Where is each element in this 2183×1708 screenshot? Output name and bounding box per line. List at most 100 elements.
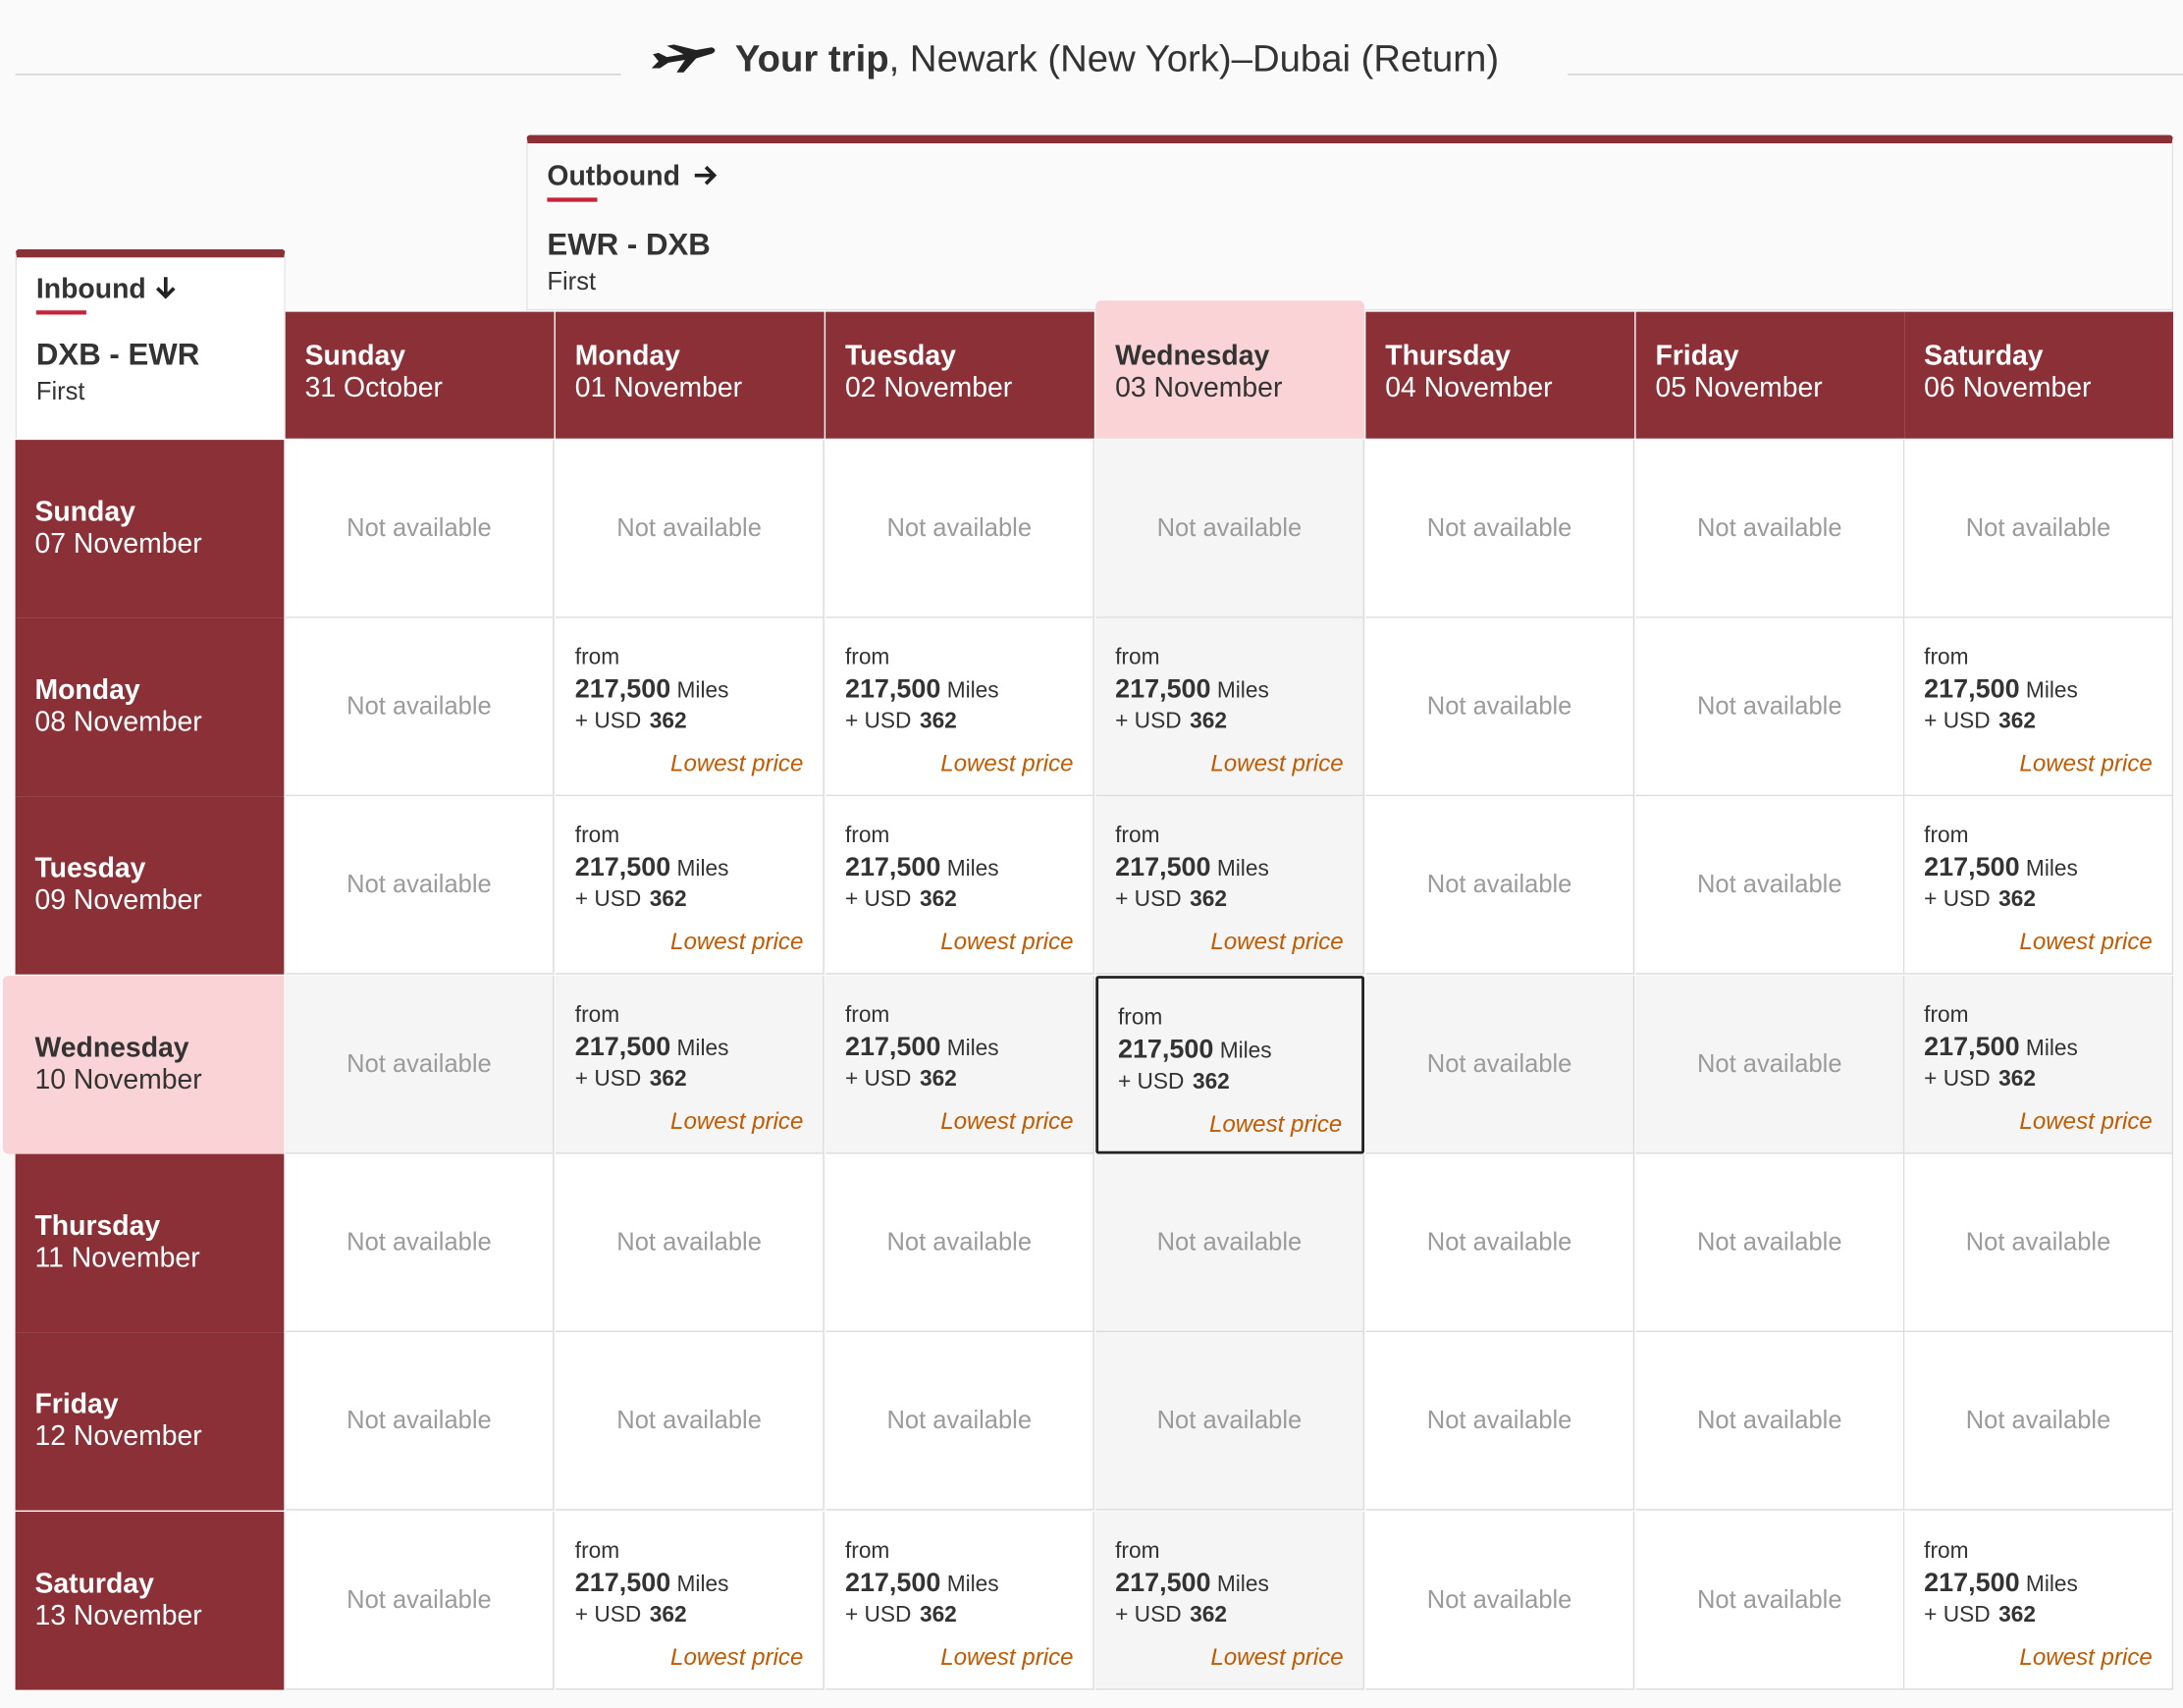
fare-cell[interactable]: from 217,500 Miles + USD 362 Lowest price bbox=[1904, 617, 2174, 797]
plus-sign: + bbox=[1924, 1067, 1938, 1092]
outbound-date-header[interactable]: Wednesday 03 November bbox=[1095, 300, 1365, 439]
not-available-label: Not available bbox=[1426, 870, 1572, 898]
miles-unit: Miles bbox=[2025, 679, 2078, 704]
outbound-date-header[interactable]: Saturday 06 November bbox=[1904, 311, 2174, 439]
fare-cell[interactable]: from 217,500 Miles + USD 362 Lowest price bbox=[555, 796, 825, 975]
header-day: Wednesday bbox=[1115, 341, 1270, 372]
fare-cell[interactable]: from 217,500 Miles + USD 362 Lowest price bbox=[555, 1512, 825, 1690]
header-day: Saturday bbox=[1924, 341, 2044, 372]
inbound-date-header[interactable]: Friday 12 November bbox=[15, 1332, 285, 1511]
inbound-date-header[interactable]: Thursday 11 November bbox=[15, 1153, 285, 1333]
fare-cell[interactable]: from 217,500 Miles + USD 362 Lowest price bbox=[1095, 796, 1365, 975]
inbound-date-header[interactable]: Monday 08 November bbox=[15, 617, 285, 797]
inbound-underline bbox=[35, 310, 86, 315]
unavailable-cell: Not available bbox=[555, 1332, 825, 1511]
outbound-date-header[interactable]: Thursday 04 November bbox=[1365, 311, 1635, 439]
fare-tax: + USD 362 bbox=[1924, 1068, 2036, 1094]
miles-amount: 217,500 bbox=[574, 1569, 671, 1598]
tax-amount: 362 bbox=[919, 1067, 957, 1092]
fare-miles: 217,500 Miles bbox=[845, 853, 999, 883]
fare-tax: + USD 362 bbox=[1115, 888, 1227, 914]
fare-from: from bbox=[1924, 1539, 1969, 1564]
lowest-price-tag: Lowest price bbox=[940, 1107, 1074, 1135]
fare-miles: 217,500 Miles bbox=[575, 1569, 729, 1599]
miles-unit: Miles bbox=[946, 1573, 999, 1597]
lowest-price-tag: Lowest price bbox=[2019, 928, 2153, 955]
inbound-date-header[interactable]: Tuesday 09 November bbox=[15, 796, 285, 975]
plus-sign: + bbox=[1115, 710, 1129, 734]
outbound-date-header[interactable]: Sunday 31 October bbox=[285, 311, 555, 439]
miles-amount: 217,500 bbox=[1117, 1036, 1214, 1065]
miles-amount: 217,500 bbox=[1924, 1569, 2020, 1598]
not-available-label: Not available bbox=[1696, 1227, 1842, 1256]
currency: USD bbox=[864, 710, 912, 734]
fare-miles: 217,500 Miles bbox=[1924, 853, 2078, 883]
fare-cell[interactable]: from 217,500 Miles + USD 362 Lowest price bbox=[555, 976, 825, 1154]
not-available-label: Not available bbox=[346, 513, 492, 542]
not-available-label: Not available bbox=[616, 513, 762, 542]
fare-from: from bbox=[844, 1539, 890, 1564]
header-date: 05 November bbox=[1655, 373, 1823, 404]
fare-from: from bbox=[1115, 645, 1160, 670]
fare-cell[interactable]: from 217,500 Miles + USD 362 Lowest price bbox=[825, 1512, 1094, 1690]
fare-tax: + USD 362 bbox=[1924, 710, 2036, 735]
inbound-date-header[interactable]: Sunday 07 November bbox=[15, 440, 285, 618]
fare-miles: 217,500 Miles bbox=[1115, 853, 1269, 883]
header-day: Tuesday bbox=[844, 341, 956, 372]
fare-cell[interactable]: from 217,500 Miles + USD 362 Lowest price bbox=[825, 617, 1094, 797]
tax-amount: 362 bbox=[649, 1067, 687, 1092]
inbound-label: Inbound bbox=[35, 274, 146, 305]
miles-unit: Miles bbox=[946, 857, 999, 881]
outbound-date-header[interactable]: Friday 05 November bbox=[1635, 311, 1905, 439]
fare-cell[interactable]: from 217,500 Miles + USD 362 Lowest price bbox=[1904, 976, 2174, 1154]
fare-cell[interactable]: from 217,500 Miles + USD 362 Lowest price bbox=[1095, 617, 1365, 797]
miles-amount: 217,500 bbox=[1924, 1033, 2020, 1063]
not-available-label: Not available bbox=[886, 1406, 1033, 1434]
currency: USD bbox=[1134, 710, 1182, 734]
fare-cell[interactable]: from 217,500 Miles + USD 362 Lowest price bbox=[1904, 796, 2174, 975]
tax-amount: 362 bbox=[1190, 710, 1227, 734]
outbound-date-header[interactable]: Monday 01 November bbox=[555, 311, 825, 439]
tax-amount: 362 bbox=[649, 1603, 687, 1628]
unavailable-cell: Not available bbox=[1095, 1332, 1365, 1511]
not-available-label: Not available bbox=[886, 1227, 1033, 1256]
currency: USD bbox=[594, 1603, 642, 1628]
not-available-label: Not available bbox=[1426, 513, 1572, 542]
inbound-date-header[interactable]: Wednesday 10 November bbox=[2, 976, 285, 1154]
miles-unit: Miles bbox=[676, 857, 729, 881]
fare-from: from bbox=[574, 645, 620, 670]
fare-cell[interactable]: from 217,500 Miles + USD 362 Lowest price bbox=[1904, 1512, 2174, 1690]
fare-cell[interactable]: from 217,500 Miles + USD 362 Lowest price bbox=[1095, 1512, 1365, 1690]
fare-cell[interactable]: from 217,500 Miles + USD 362 Lowest price bbox=[825, 796, 1094, 975]
fare-tax: + USD 362 bbox=[1118, 1071, 1230, 1096]
unavailable-cell: Not available bbox=[1095, 440, 1365, 618]
title-route: , Newark (New York)–Dubai (Return) bbox=[888, 36, 1500, 80]
fare-cell[interactable]: from 217,500 Miles + USD 362 Lowest price bbox=[555, 617, 825, 797]
fare-tax: + USD 362 bbox=[1115, 1604, 1227, 1629]
currency: USD bbox=[864, 887, 912, 912]
lowest-price-tag: Lowest price bbox=[2019, 750, 2153, 777]
not-available-label: Not available bbox=[346, 1049, 492, 1078]
currency: USD bbox=[594, 1067, 642, 1092]
fare-cell[interactable]: from 217,500 Miles + USD 362 Lowest price bbox=[825, 976, 1094, 1154]
header-date: 07 November bbox=[34, 528, 202, 560]
header-date: 11 November bbox=[34, 1243, 200, 1274]
currency: USD bbox=[594, 887, 642, 912]
fare-cell[interactable]: from 217,500 Miles + USD 362 Lowest price bbox=[1095, 976, 1365, 1154]
lowest-price-tag: Lowest price bbox=[940, 750, 1074, 777]
inbound-date-header[interactable]: Saturday 13 November bbox=[15, 1512, 285, 1690]
header-date: 31 October bbox=[304, 373, 443, 404]
plus-sign: + bbox=[574, 1603, 589, 1628]
title-divider-right bbox=[1568, 74, 2183, 76]
unavailable-cell: Not available bbox=[825, 1332, 1094, 1511]
lowest-price-tag: Lowest price bbox=[2019, 1643, 2153, 1671]
tax-amount: 362 bbox=[649, 887, 687, 912]
unavailable-cell: Not available bbox=[285, 976, 555, 1154]
title-bold: Your trip bbox=[734, 36, 889, 80]
unavailable-cell: Not available bbox=[285, 440, 555, 618]
unavailable-cell: Not available bbox=[285, 796, 555, 975]
not-available-label: Not available bbox=[1426, 1585, 1572, 1614]
outbound-date-header[interactable]: Tuesday 02 November bbox=[825, 311, 1094, 439]
miles-unit: Miles bbox=[1216, 857, 1269, 881]
miles-amount: 217,500 bbox=[1115, 674, 1211, 705]
